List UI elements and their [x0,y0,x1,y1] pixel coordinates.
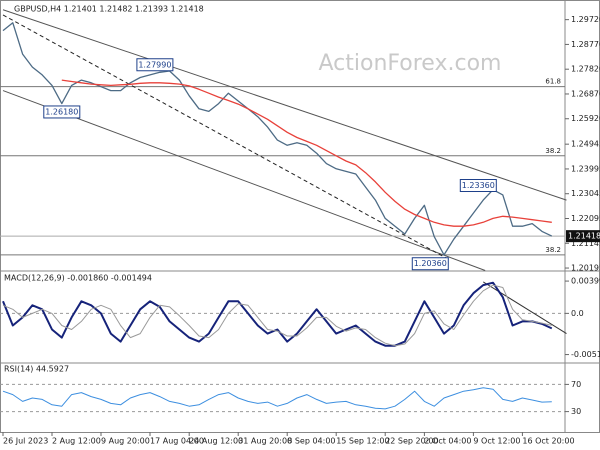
x-tick-label: 2 Oct 04:00 [424,437,471,446]
y-tick-label: 1.24945 [571,140,600,149]
y-tick-label: 1.26870 [571,89,600,98]
y-tick-label: 1.27820 [571,65,600,74]
last-price-box [566,230,600,243]
x-tick-label: 9 Oct 12:00 [473,437,520,446]
trendline [2,14,451,261]
x-tick-label: 31 Aug 20:00 [238,437,292,446]
price-annotation-label: 1.27990 [138,60,171,69]
price-annotation-label: 1.20360 [414,259,447,268]
series-line [61,79,552,227]
series-line [2,387,552,410]
y-tick-label: 0.0 [571,309,584,318]
price-annotation-box [411,257,449,271]
trendline [482,281,567,334]
y-tick-label: 1.28770 [571,40,600,49]
price-annotation-box [136,58,174,72]
x-tick-label: 22 Sep 20:00 [385,437,438,446]
y-tick-label: 1.20195 [571,264,600,273]
series-line [2,284,552,347]
y-tick-label: 1.23045 [571,189,600,198]
y-tick-label: 0.003999 [571,277,600,286]
x-tick-label: 16 Oct 20:00 [522,437,574,446]
watermark: ActionForex.com [319,51,502,76]
y-tick-label: 1.21145 [571,239,600,248]
trendline [2,9,567,201]
level-label: 61.8 [545,78,561,86]
price-annotation-label: 1.23360 [462,181,495,190]
panel-title: MACD(12,26,9) -0.001860 -0.001494 [4,274,152,283]
trendline [2,90,486,271]
x-tick-label: 26 Jul 2023 [3,437,48,446]
y-tick-label: 1.22095 [571,214,600,223]
panel-title: RSI(14) 44.5927 [4,365,69,374]
price-annotation-box [43,105,81,119]
panel-title: GBPUSD,H4 1.21401 1.21482 1.21393 1.2141… [14,5,204,14]
level-label: 38.2 [545,246,561,254]
level-label: 38.2 [545,147,561,155]
series-line [2,281,553,347]
x-tick-label: 2 Aug 12:00 [52,437,101,446]
y-tick-label: 1.23995 [571,164,600,173]
x-tick-label: 24 Aug 12:00 [189,437,243,446]
x-tick-label: 15 Sep 12:00 [336,437,389,446]
price-annotation-label: 1.26180 [45,107,78,116]
last-price-label: 1.21418 [568,232,600,241]
y-tick-label: 30 [571,407,581,416]
y-tick-label: 70 [571,380,581,389]
y-tick-label: 1.29720 [571,15,600,24]
x-tick-label: 8 Sep 04:00 [287,437,335,446]
y-tick-label: -0.005103 [571,350,600,359]
price-annotation-box [459,179,497,193]
x-tick-label: 17 Aug 04:00 [150,437,204,446]
x-tick-label: 9 Aug 20:00 [101,437,150,446]
y-tick-label: 1.25920 [571,114,600,123]
